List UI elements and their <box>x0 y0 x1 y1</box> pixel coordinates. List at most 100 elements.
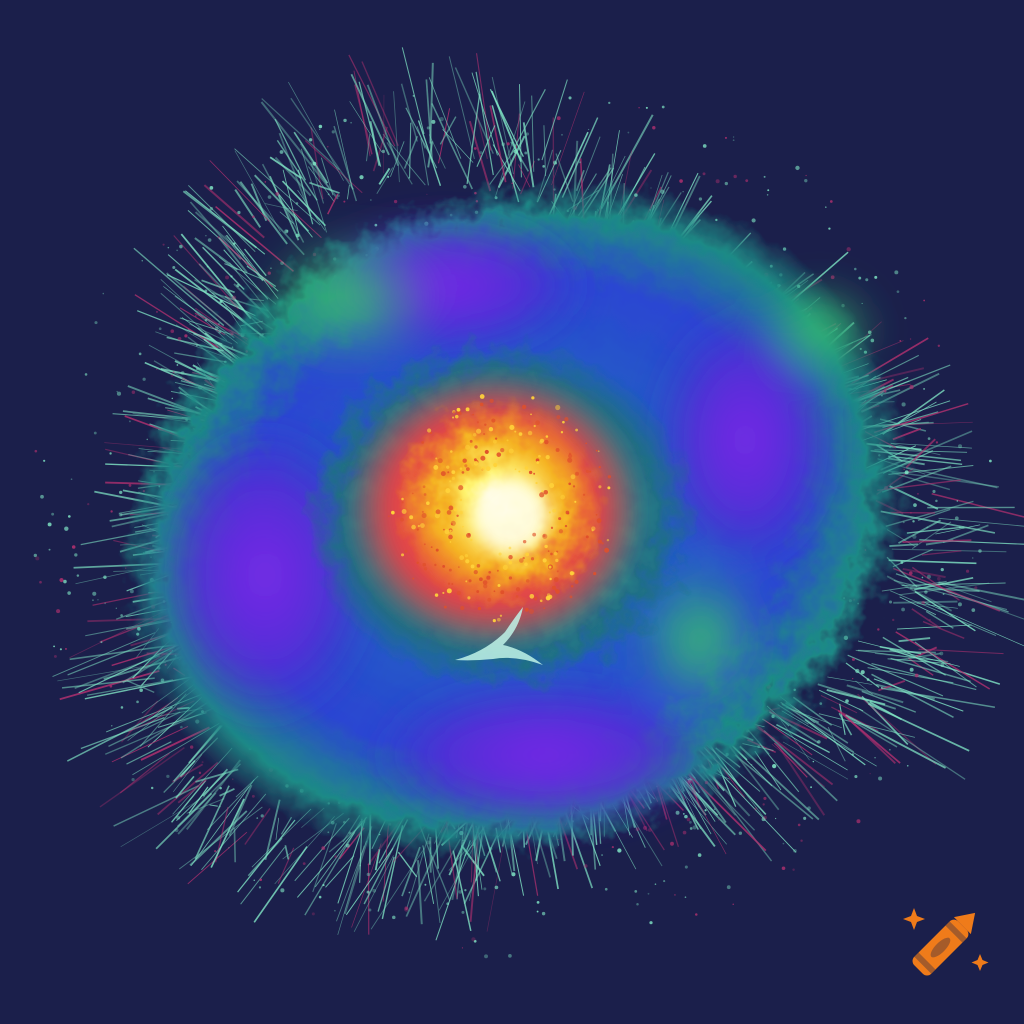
core-speckle <box>521 404 527 410</box>
fringe-dot <box>536 910 539 913</box>
core-speckle <box>607 486 611 490</box>
filament-strand <box>253 846 308 923</box>
core-speckle <box>597 450 600 453</box>
core-speckle <box>421 513 427 519</box>
core-speckle <box>458 566 460 568</box>
fringe-dot <box>935 499 938 503</box>
filament-strand <box>113 785 199 827</box>
filament-strand <box>771 743 826 788</box>
filament-strand <box>189 810 248 867</box>
fringe-dot <box>48 548 51 551</box>
fringe-dot <box>102 292 105 295</box>
filament-strand <box>867 702 970 752</box>
fringe-dot <box>846 247 851 252</box>
filament-strand <box>372 126 388 172</box>
core-speckle <box>476 564 481 568</box>
filament-strand <box>282 169 300 237</box>
fringe-dot <box>921 576 924 579</box>
core-speckle <box>533 596 538 601</box>
fringe-dot <box>912 520 915 523</box>
filament-strand <box>234 150 281 232</box>
filament-strand <box>468 120 492 192</box>
core-speckle <box>459 555 465 561</box>
fringe-dot <box>366 890 370 894</box>
filament-strand <box>776 743 826 816</box>
filament-strand <box>279 211 295 224</box>
fringe-dot <box>649 921 653 925</box>
fringe-dot <box>830 275 835 280</box>
core-speckle <box>543 489 549 495</box>
core-speckle <box>434 593 439 597</box>
core-speckle <box>401 501 404 504</box>
fringe-dot <box>807 806 811 810</box>
fringe-dot <box>855 668 860 674</box>
core-speckle <box>451 476 455 480</box>
filament-strand <box>937 582 992 603</box>
fringe-dot <box>652 126 656 130</box>
filament-strand <box>820 694 858 714</box>
core-speckle <box>542 558 547 563</box>
fringe-dot <box>904 316 907 320</box>
filament-strand <box>491 76 514 175</box>
fringe-dot <box>471 937 476 942</box>
core-speckle <box>506 439 509 442</box>
fringe-dot <box>556 116 561 121</box>
core-speckle <box>473 461 479 466</box>
core-speckle <box>545 455 550 460</box>
core-speckle <box>589 470 592 473</box>
fringe-dot <box>793 848 797 853</box>
fringe-dot <box>131 390 136 395</box>
filament-strand <box>308 166 335 203</box>
fringe-dot <box>542 165 545 168</box>
core-speckle <box>434 563 437 567</box>
filament-strand <box>233 828 237 863</box>
core-speckle <box>502 564 508 570</box>
fringe-dot <box>158 327 162 331</box>
fringe-dot <box>258 886 262 889</box>
fringe-dot <box>393 199 398 204</box>
filament-strand <box>194 237 239 271</box>
core-speckle <box>493 590 496 593</box>
fringe-dot <box>40 494 44 499</box>
core-speckle <box>491 418 496 423</box>
filament-strand <box>288 81 344 181</box>
filament-strand <box>773 742 808 778</box>
filament-strand <box>185 190 266 255</box>
core-speckle <box>448 534 453 540</box>
core-speckle <box>524 607 529 612</box>
core-speckle <box>492 619 496 623</box>
fringe-dot <box>774 817 777 820</box>
filament-strand <box>845 714 947 769</box>
fringe-dot <box>762 803 765 806</box>
fringe-dot <box>53 645 55 648</box>
fringe-dot <box>654 883 657 886</box>
fringe-dot <box>909 338 912 340</box>
filament-strand <box>327 193 339 215</box>
fringe-dot <box>209 207 214 211</box>
fringe-dot <box>275 192 280 196</box>
filament-strand <box>882 636 947 676</box>
fringe-dot <box>611 845 614 849</box>
filament-strand <box>171 780 207 823</box>
fringe-dot <box>214 850 217 853</box>
core-speckle <box>544 439 549 445</box>
core-speckle <box>530 557 535 561</box>
fringe-dot <box>479 151 483 155</box>
core-speckle <box>483 433 486 436</box>
filament-strand <box>911 608 941 629</box>
fringe-dot <box>877 628 880 631</box>
filament-strand <box>452 850 472 932</box>
filament-strand <box>818 689 864 712</box>
core-speckle <box>528 608 534 614</box>
fringe-dot <box>483 887 487 891</box>
fringe-dot <box>426 126 430 130</box>
fringe-dot <box>56 609 61 614</box>
fringe-dot <box>761 817 766 822</box>
fringe-dot <box>865 278 869 282</box>
fringe-dot <box>939 651 944 656</box>
filament-strand <box>442 129 474 163</box>
filament-strand <box>881 687 996 708</box>
core-speckle <box>449 529 452 532</box>
fringe-dot <box>186 768 188 770</box>
core-speckle <box>422 485 426 489</box>
